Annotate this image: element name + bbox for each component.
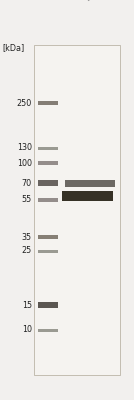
- Bar: [38, 235, 58, 239]
- Bar: [65, 180, 115, 187]
- Text: 70: 70: [22, 178, 32, 188]
- Text: 250: 250: [17, 98, 32, 108]
- Text: 35: 35: [22, 232, 32, 242]
- Bar: [38, 302, 58, 308]
- Text: [kDa]: [kDa]: [2, 43, 24, 52]
- Bar: [38, 161, 58, 165]
- Text: 130: 130: [17, 144, 32, 152]
- Text: 55: 55: [22, 196, 32, 204]
- Text: 25: 25: [22, 246, 32, 256]
- Text: SK-BR-3: SK-BR-3: [84, 0, 113, 2]
- Bar: [38, 101, 58, 105]
- Bar: [38, 147, 58, 150]
- Bar: [62, 191, 113, 201]
- Text: 100: 100: [17, 158, 32, 168]
- Text: 10: 10: [22, 326, 32, 334]
- Text: 15: 15: [22, 300, 32, 310]
- Bar: [38, 250, 58, 253]
- Bar: [34, 45, 120, 375]
- Bar: [38, 198, 58, 202]
- Bar: [38, 329, 58, 332]
- Bar: [38, 180, 58, 186]
